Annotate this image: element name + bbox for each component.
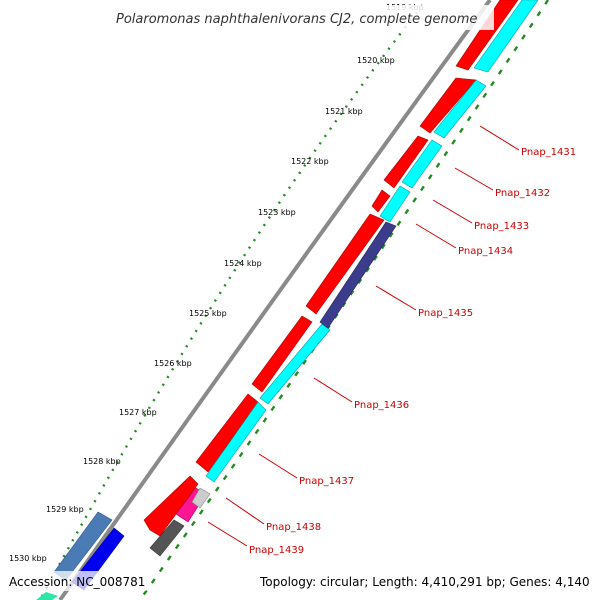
inner-tick-dots [139, 0, 550, 600]
gene-label: Pnap_1435 [418, 308, 473, 319]
gene-block [195, 393, 259, 473]
title-backdrop [110, 5, 494, 30]
tick-label: 1520 kbp [357, 56, 395, 65]
gene-label: Pnap_1438 [266, 522, 321, 533]
gene-block [419, 77, 477, 134]
tick-label: 1521 kbp [325, 107, 363, 116]
gene-label: Pnap_1437 [299, 476, 354, 487]
leader-line [479, 125, 520, 151]
gene-block [433, 79, 487, 139]
gene-block [371, 189, 391, 213]
gene-label: Pnap_1432 [495, 188, 550, 199]
reverse-strand [205, 0, 539, 483]
accession-backdrop [6, 571, 146, 591]
gene-label: Pnap_1434 [458, 246, 513, 257]
misc-block [149, 519, 185, 557]
gene-block [473, 0, 539, 73]
gene-label: Pnap_1431 [521, 147, 576, 158]
genome-backbone [58, 0, 492, 600]
leader-line [207, 521, 248, 547]
leader-line [454, 167, 494, 191]
gene-block [383, 135, 429, 189]
gene-block [401, 139, 443, 189]
gene-block [455, 0, 519, 71]
tick-label: 1530 kbp [9, 554, 47, 563]
gene-block [205, 401, 267, 483]
leader-line [225, 497, 265, 525]
tick-label: 1527 kbp [119, 408, 157, 417]
gene-label: Pnap_1439 [249, 545, 304, 556]
map-title: Polaromonas naphthalenivorans CJ2, compl… [116, 12, 477, 27]
feature-block [319, 221, 397, 329]
gene-block [379, 185, 411, 223]
forward-strand [143, 0, 519, 537]
scale-track [38, 0, 550, 600]
gene-label: Pnap_1436 [354, 400, 409, 411]
feature-block [36, 592, 58, 600]
gene-block [143, 475, 199, 537]
gene-block [251, 315, 313, 393]
misc-block [191, 487, 211, 509]
tick-label: 1523 kbp [258, 208, 296, 217]
genome-summary: Topology: circular; Length: 4,410,291 bp… [259, 575, 590, 589]
tick-label: 1528 kbp [83, 457, 121, 466]
gene-label: Pnap_1433 [474, 221, 529, 232]
leader-line [313, 377, 353, 403]
tick-label: 1524 kbp [224, 259, 262, 268]
label-leaders [207, 125, 520, 547]
gene-block [305, 213, 385, 315]
gene-block [259, 323, 331, 405]
scale-dots [38, 0, 428, 600]
tick-label: 1522 kbp [291, 157, 329, 166]
leader-line [258, 453, 298, 479]
tick-label: 1525 kbp [189, 309, 227, 318]
leader-line [375, 285, 417, 311]
tick-label: 1526 kbp [154, 359, 192, 368]
tick-label: 1529 kbp [46, 505, 84, 514]
leader-line [432, 199, 473, 224]
accession-text: Accession: NC_008781 [9, 575, 145, 589]
leader-line [415, 223, 457, 249]
